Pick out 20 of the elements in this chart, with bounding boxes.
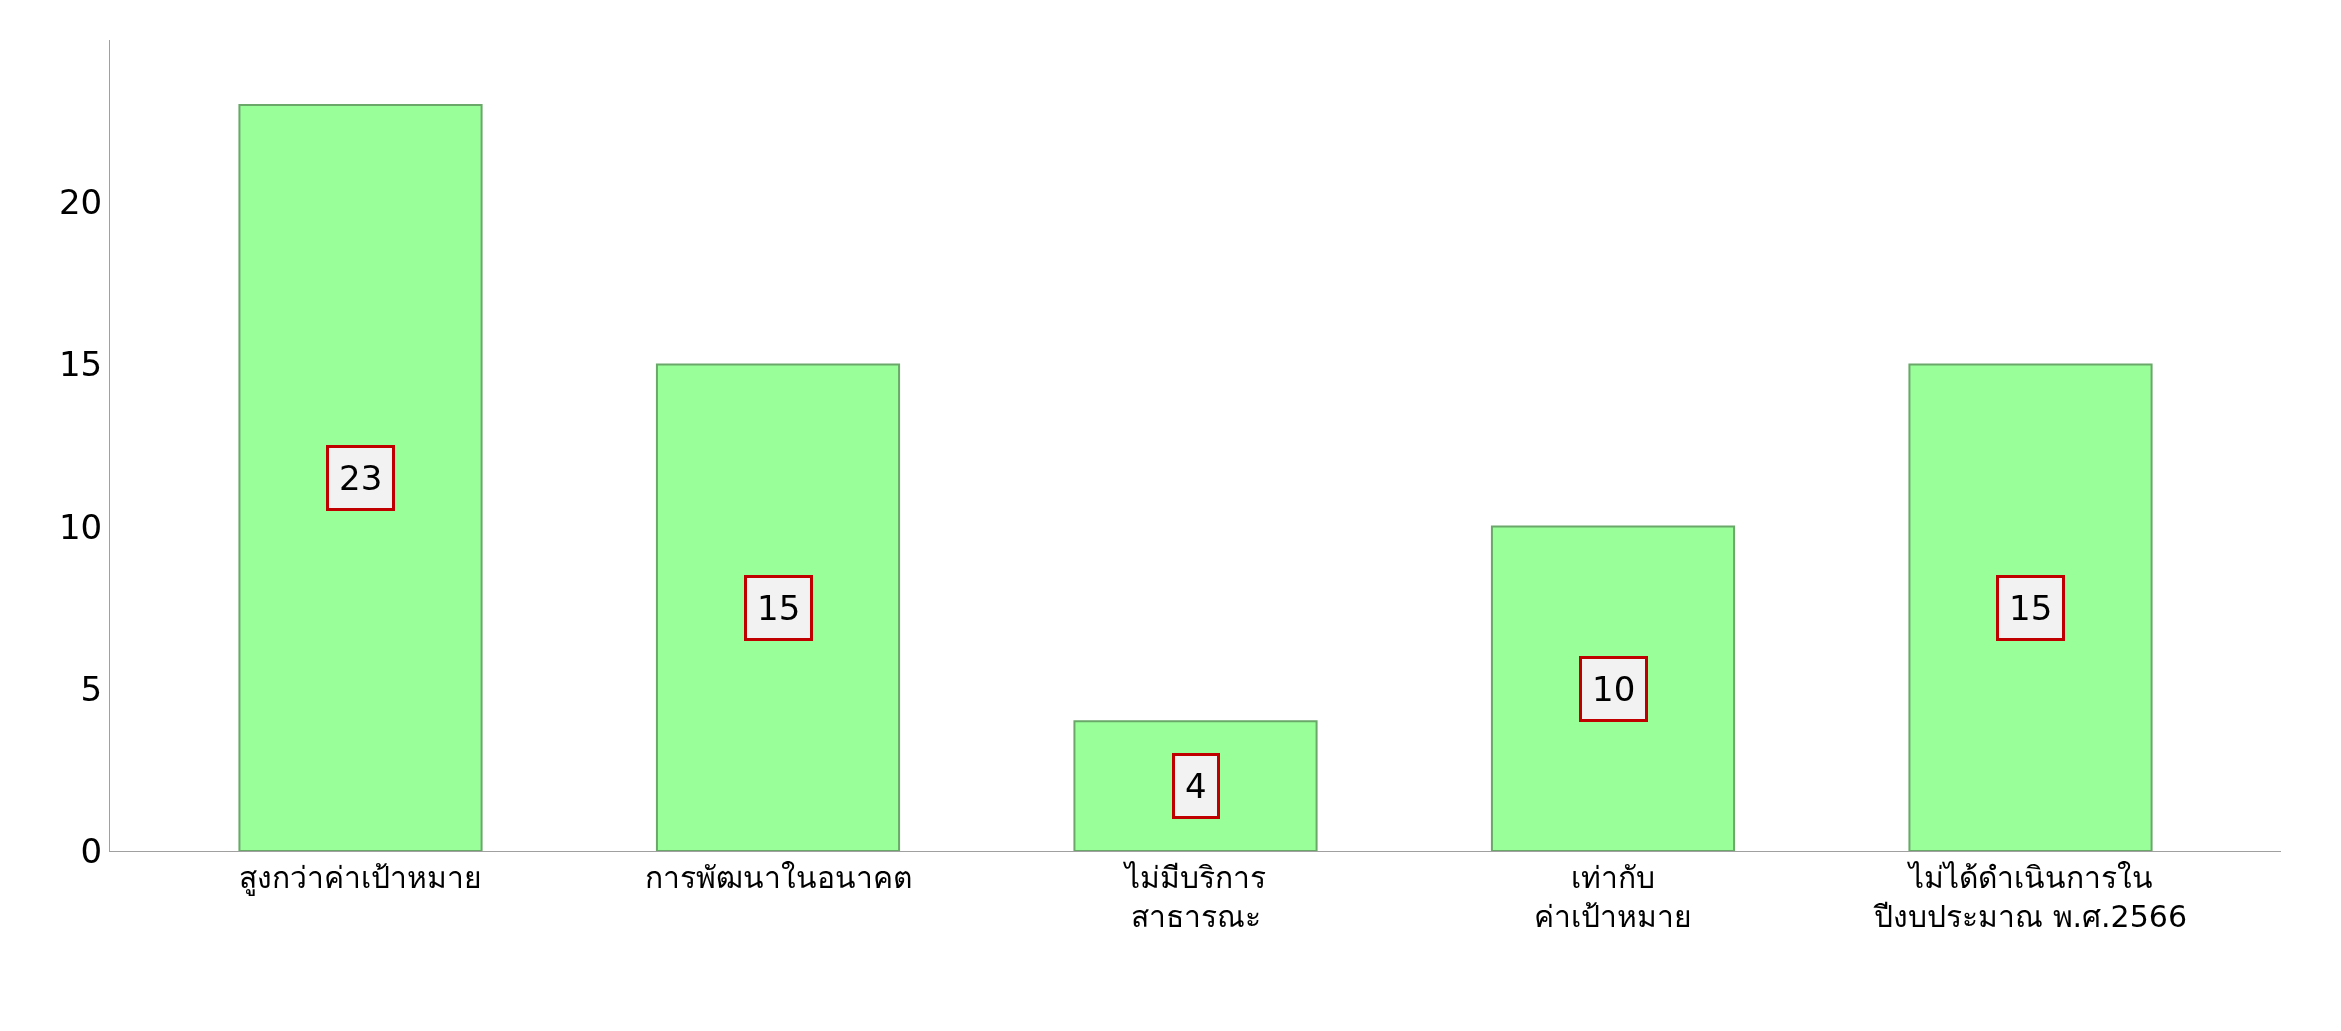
y-tick-label: 15 bbox=[58, 344, 103, 385]
x-tick-label: ไม่มีบริการ สาธารณะ bbox=[1123, 860, 1266, 934]
x-tick-label: เท่ากับ ค่าเป้าหมาย bbox=[1534, 860, 1692, 934]
y-tick-label: 10 bbox=[58, 506, 103, 547]
x-tick-label: ไม่ได้ดำเนินการใน ปีงบประมาณ พ.ศ.2566 bbox=[1873, 860, 2187, 934]
bar bbox=[655, 363, 901, 851]
y-tick-label: 5 bbox=[80, 668, 103, 709]
data-label: 15 bbox=[757, 588, 801, 628]
data-label: 10 bbox=[1592, 669, 1636, 709]
y-tick-label: 0 bbox=[80, 830, 103, 871]
bar bbox=[1490, 525, 1736, 851]
data-label: 23 bbox=[339, 458, 383, 498]
bar bbox=[1908, 363, 2153, 851]
y-tick-label: 20 bbox=[58, 182, 103, 223]
data-label: 4 bbox=[1185, 766, 1207, 806]
data-label: 15 bbox=[2009, 588, 2053, 628]
x-tick-label: การพัฒนาในอนาคต bbox=[644, 860, 912, 895]
bar bbox=[1073, 720, 1318, 851]
x-tick-label: สูงกว่าค่าเป้าหมาย bbox=[239, 860, 482, 896]
bar bbox=[238, 103, 483, 851]
